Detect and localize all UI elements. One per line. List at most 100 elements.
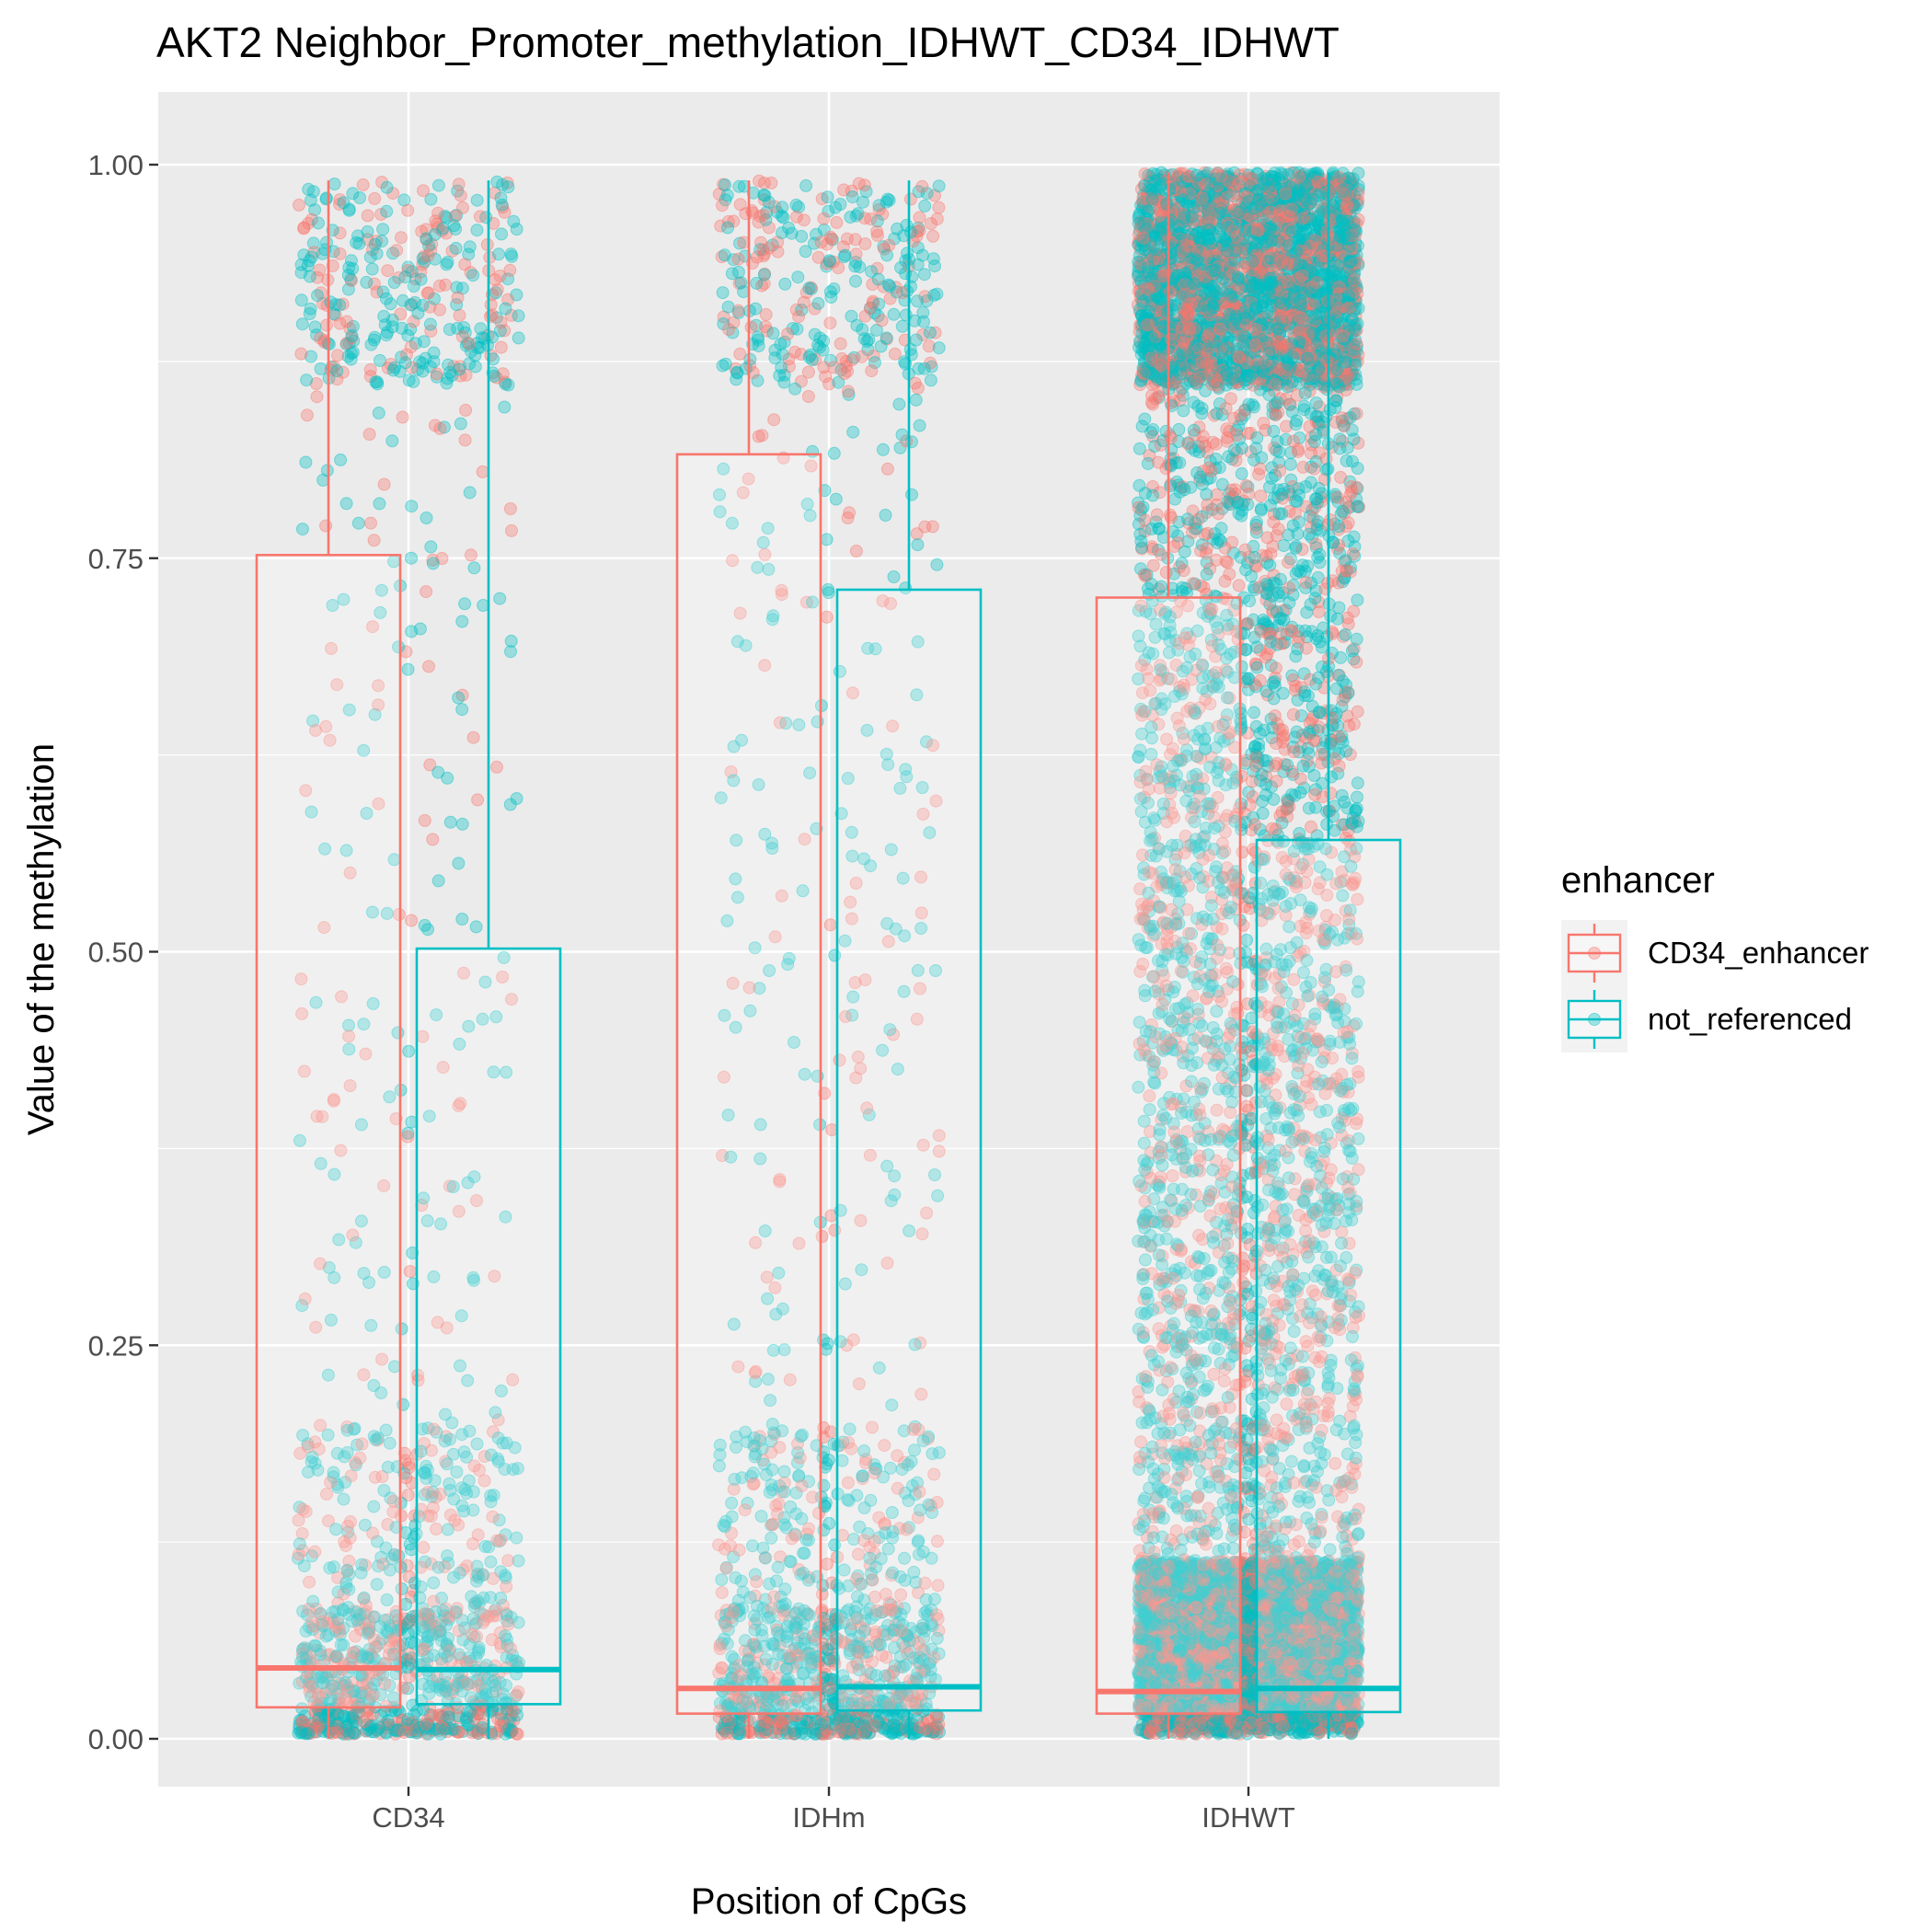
data-point (353, 191, 366, 204)
data-point (776, 348, 789, 362)
data-point (420, 585, 433, 599)
data-point (870, 224, 884, 238)
data-point (424, 540, 438, 554)
data-point (432, 1708, 446, 1722)
data-point (733, 347, 747, 361)
data-point (823, 1681, 836, 1695)
data-point (506, 1373, 520, 1386)
data-point (422, 1687, 436, 1701)
data-point (801, 390, 815, 403)
data-point (469, 920, 483, 934)
data-point (320, 318, 333, 332)
data-point (842, 385, 855, 398)
data-point (855, 350, 868, 363)
data-point (456, 1674, 470, 1688)
data-point (454, 417, 467, 431)
data-point (913, 211, 926, 224)
data-point (387, 276, 401, 289)
data-point (401, 1712, 415, 1726)
data-point (455, 703, 469, 717)
data-point (342, 1681, 355, 1695)
data-point (489, 1603, 502, 1616)
data-point (345, 1675, 359, 1689)
data-point (350, 236, 363, 249)
data-point (403, 1265, 417, 1278)
data-point (448, 1513, 462, 1527)
data-point (443, 1643, 457, 1656)
data-point (454, 189, 467, 202)
data-point (822, 1652, 835, 1665)
data-point (380, 180, 394, 194)
data-point (402, 1615, 416, 1628)
data-point (456, 201, 469, 214)
data-point (416, 298, 430, 312)
data-point (337, 196, 351, 210)
data-point (395, 351, 408, 364)
data-point (499, 1571, 512, 1585)
data-point (512, 309, 525, 323)
data-point (845, 309, 858, 323)
data-point (300, 1650, 314, 1663)
data-point (504, 634, 518, 648)
data-point (857, 178, 871, 192)
data-point (849, 274, 862, 288)
data-point (932, 341, 946, 355)
data-point (822, 586, 835, 600)
data-point (364, 338, 378, 351)
data-point (370, 1639, 384, 1653)
data-point (433, 303, 446, 316)
data-point (827, 446, 841, 460)
data-point (463, 337, 477, 351)
data-point (396, 410, 409, 424)
data-point (841, 512, 855, 524)
data-point (420, 512, 433, 524)
data-point (774, 1713, 788, 1727)
data-point (419, 1466, 432, 1480)
data-point (426, 557, 440, 570)
data-point (848, 233, 862, 247)
data-point (801, 365, 815, 379)
data-point (331, 349, 344, 362)
data-point (512, 331, 525, 345)
data-point (311, 289, 324, 303)
data-point (407, 374, 420, 388)
data-point (377, 1265, 391, 1279)
data-point (791, 270, 805, 284)
data-point (319, 192, 333, 206)
data-point (326, 259, 339, 272)
data-point (405, 914, 419, 927)
data-point (489, 1727, 503, 1741)
data-point (410, 1726, 423, 1740)
data-point (441, 1523, 454, 1536)
data-point (476, 1721, 489, 1734)
data-point (357, 1607, 371, 1621)
data-point (458, 258, 472, 271)
data-point (340, 1445, 354, 1459)
data-point (882, 193, 896, 207)
data-point (416, 258, 430, 271)
data-point (330, 1726, 344, 1740)
data-point (367, 333, 381, 347)
data-point (823, 918, 837, 932)
data-point (849, 247, 863, 261)
data-point (924, 374, 937, 387)
data-point (297, 221, 311, 235)
data-point (431, 178, 445, 192)
data-point (892, 397, 906, 411)
data-point (403, 1537, 417, 1551)
data-point (363, 250, 377, 264)
data-point (386, 247, 399, 260)
data-point (420, 1214, 434, 1227)
data-point (342, 1710, 356, 1724)
data-point (494, 316, 508, 329)
data-point (820, 1558, 834, 1571)
data-point (720, 189, 734, 202)
data-point (450, 281, 464, 294)
data-point (441, 1639, 454, 1653)
data-point (908, 314, 922, 328)
data-point (492, 1724, 506, 1738)
data-point (371, 1433, 385, 1447)
data-point (421, 286, 435, 300)
data-point (470, 224, 484, 237)
